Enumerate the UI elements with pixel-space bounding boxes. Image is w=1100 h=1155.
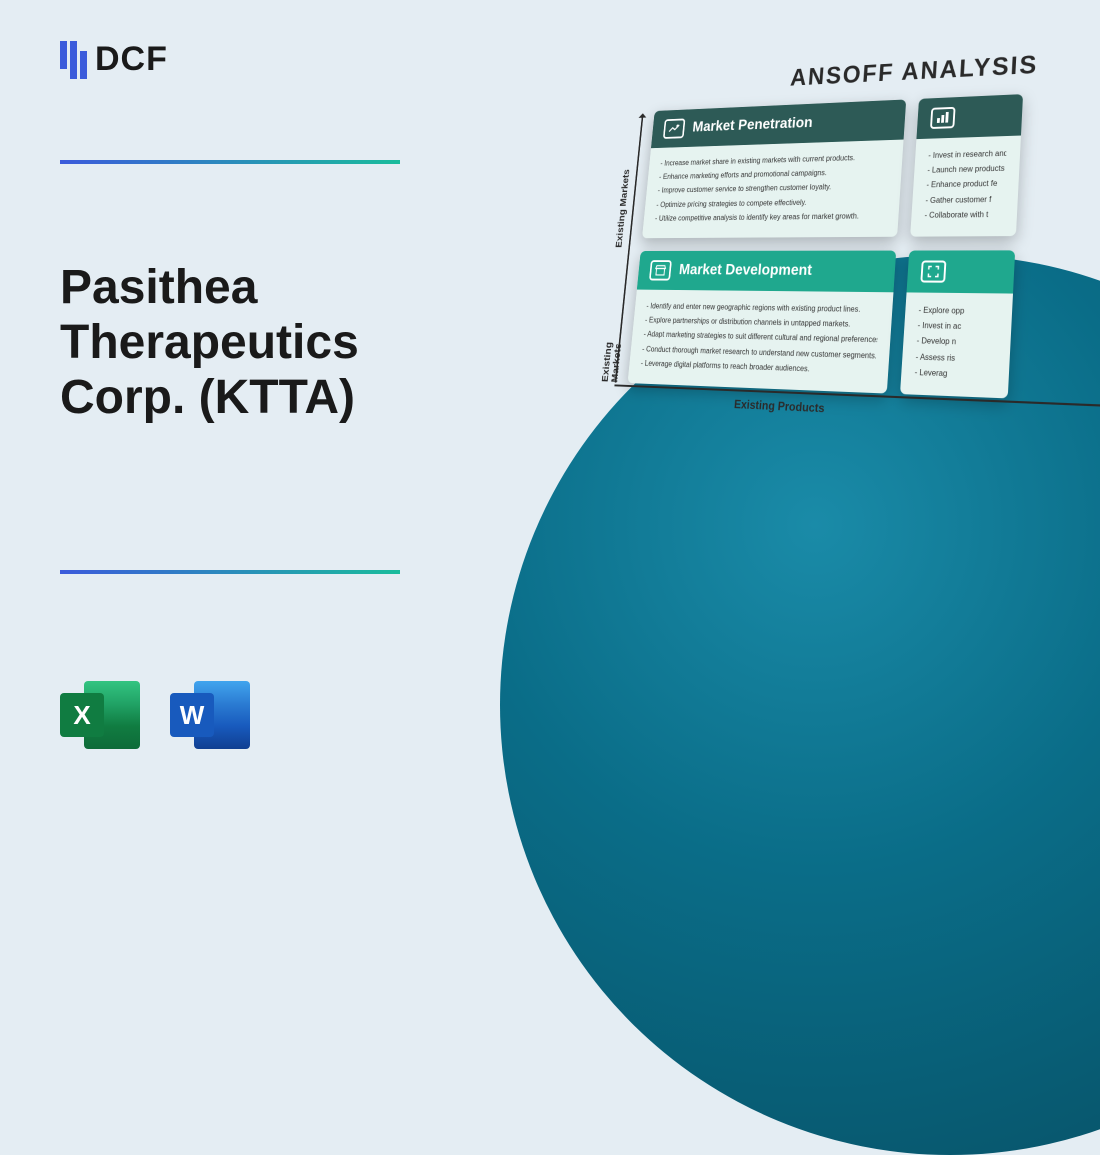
card-header-product (916, 94, 1023, 139)
image-icon (663, 118, 686, 138)
bullet: - Invest in ac (917, 318, 998, 335)
bullet: - Explore opp (918, 303, 998, 320)
matrix-title: ANSOFF ANALYSIS (648, 39, 1100, 99)
card-title: Market Development (678, 262, 812, 280)
card-header-development: Market Development (637, 250, 896, 292)
bullet: - Enhance product fe (926, 176, 1005, 193)
matrix-grid: Market Penetration - Increase market sha… (620, 85, 1100, 406)
expand-icon (920, 260, 946, 282)
card-body: - Increase market share in existing mark… (642, 140, 904, 239)
excel-icon[interactable]: X (60, 675, 140, 755)
page-title: Pasithea Therapeutics Corp. (KTTA) (60, 260, 440, 426)
dcf-logo: DCF (60, 40, 168, 79)
divider-top (60, 160, 400, 164)
logo-bars-icon (60, 41, 87, 79)
logo-text: DCF (95, 40, 168, 79)
word-icon[interactable]: W (170, 675, 250, 755)
card-body: - Identify and enter new geographic regi… (628, 290, 894, 394)
bullet: - Gather customer f (925, 191, 1004, 207)
card-market-development: Market Development - Identify and enter … (628, 250, 897, 393)
card-body: - Explore opp - Invest in ac - Develop n… (900, 292, 1013, 398)
card-market-penetration: Market Penetration - Increase market sha… (642, 99, 906, 238)
card-body: - Invest in research and - Launch new pr… (910, 136, 1021, 237)
bars-icon (930, 107, 956, 129)
bullet: - Leverag (914, 364, 995, 383)
bullet: - Utilize competitive analysis to identi… (654, 208, 886, 225)
word-letter: W (170, 693, 214, 737)
bullet: - Collaborate with t (924, 207, 1004, 223)
card-diversification: - Explore opp - Invest in ac - Develop n… (900, 250, 1015, 398)
divider-bottom (60, 570, 400, 574)
y-axis-label-2: Existing Markets (600, 342, 623, 383)
card-title: Market Penetration (692, 115, 813, 136)
store-icon (649, 260, 672, 280)
excel-letter: X (60, 693, 104, 737)
card-product-development: - Invest in research and - Launch new pr… (910, 94, 1023, 237)
bullet: - Develop n (916, 333, 997, 351)
ansoff-matrix: ANSOFF ANALYSIS Existing Markets Existin… (620, 39, 1100, 406)
card-header-diversify (907, 250, 1016, 293)
file-icons-row: X W (60, 675, 250, 755)
